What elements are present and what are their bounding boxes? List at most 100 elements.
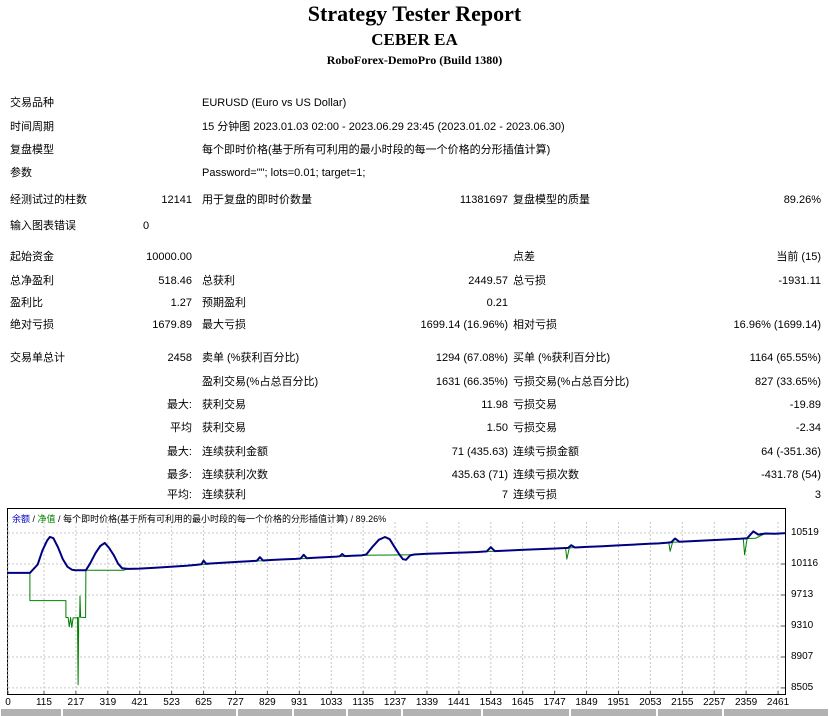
stat-value: 平均: [166, 489, 192, 501]
stat-label: 起始资金 [10, 251, 54, 263]
x-axis-label: 2257 [703, 697, 726, 708]
x-axis-label: 931 [290, 697, 308, 708]
x-axis-label: 1747 [543, 697, 566, 708]
legend-sep3: / [348, 514, 356, 524]
stat-label: 买单 (%获利百分比) [513, 352, 611, 364]
chart-legend: 余额 / 净值 / 每个即时价格(基于所有可利用的最小时段的每一个价格的分形插值… [12, 512, 386, 525]
stat-value: 最大: [166, 446, 192, 458]
stat-value: 3 [814, 489, 821, 501]
x-axis-label: 727 [227, 697, 244, 708]
x-axis-label: 523 [163, 697, 180, 708]
x-axis-label: 2461 [766, 697, 790, 708]
stat-value: 89.26% [783, 194, 821, 206]
stat-value: 2449.57 [468, 275, 508, 287]
legend-equity: 净值 [37, 514, 56, 524]
table-header-segment [348, 709, 401, 716]
table-header-segment [238, 709, 292, 716]
stat-label: 亏损交易 [513, 422, 557, 434]
stat-label: 亏损交易 [513, 399, 557, 411]
stat-label: 绝对亏损 [10, 319, 54, 331]
stat-label: 相对亏损 [513, 319, 557, 331]
x-axis-label: 2053 [639, 697, 662, 708]
server-build: RoboForex-DemoPro (Build 1380) [326, 53, 503, 67]
legend-sep1: / [30, 514, 38, 524]
x-axis-label: 1237 [383, 697, 407, 708]
stat-label: 连续获利 [202, 489, 246, 501]
x-axis-label: 1645 [511, 697, 534, 708]
stat-value: -2.34 [795, 422, 821, 434]
y-axis-label: 8505 [791, 681, 814, 693]
stat-value: 1164 (65.55%) [749, 352, 821, 364]
table-header-segment [571, 709, 656, 716]
stat-label: 点差 [513, 251, 535, 263]
next-table-header-strip [1, 709, 829, 716]
page-title: Strategy Tester Report [307, 1, 522, 26]
stat-value: 0 [143, 220, 150, 232]
stat-label: Password=""; lots=0.01; target=1; [202, 167, 366, 179]
stat-label: 交易单总计 [10, 352, 65, 364]
stat-label: 盈利比 [10, 297, 43, 309]
stat-label: 用于复盘的即时价数量 [202, 194, 312, 206]
stat-value: 0.21 [486, 297, 508, 309]
x-axis-label: 217 [67, 697, 85, 708]
stat-label: 复盘模型的质量 [513, 194, 590, 206]
stat-value: 10000.00 [146, 251, 192, 263]
stat-label: 复盘模型 [10, 144, 54, 156]
stat-label: 连续亏损次数 [513, 469, 579, 481]
stat-value: 1294 (67.08%) [435, 352, 508, 364]
stat-label: 每个即时价格(基于所有可利用的最小时段的每一个价格的分形插值计算) [202, 144, 551, 156]
x-axis-label: 625 [195, 697, 212, 708]
equity-line [8, 532, 786, 686]
stat-label: 获利交易 [202, 422, 246, 434]
stat-label: 预期盈利 [202, 297, 246, 309]
y-axis-label: 9713 [791, 589, 814, 600]
stat-value: 7 [501, 489, 508, 501]
stat-value: 64 (-351.36) [761, 446, 821, 458]
stat-label: 盈利交易(%占总百分比) [202, 376, 319, 388]
table-header-segment [1, 709, 61, 716]
table-header-segment [403, 709, 481, 716]
stat-value: 1.27 [170, 297, 192, 309]
legend-balance: 余额 [12, 514, 31, 524]
stat-value: 最大: [166, 399, 192, 411]
stat-label: 参数 [10, 167, 32, 179]
stat-label: EURUSD (Euro vs US Dollar) [202, 97, 347, 109]
table-header-segment [63, 709, 236, 716]
stat-value: 518.46 [158, 275, 192, 287]
stat-label: 亏损交易(%占总百分比) [513, 376, 630, 388]
table-header-segment [724, 709, 828, 716]
stat-value: 1699.14 (16.96%) [420, 319, 508, 331]
x-axis-label: 1849 [575, 697, 598, 708]
ea-name: CEBER EA [371, 30, 458, 49]
stat-value: 平均 [170, 422, 192, 434]
stat-label: 经测试过的柱数 [10, 194, 87, 206]
stat-value: 1631 (66.35%) [435, 376, 508, 388]
x-axis-label: 829 [259, 697, 276, 708]
report-chart [7, 508, 786, 695]
x-axis-label: 1543 [479, 697, 502, 708]
stat-label: 时间周期 [10, 121, 54, 133]
y-axis-label: 8907 [791, 651, 814, 662]
y-axis-label: 9310 [791, 620, 814, 631]
stat-value: 12141 [161, 194, 192, 206]
stat-value: 1679.89 [152, 319, 192, 331]
x-axis-label: 319 [99, 697, 117, 708]
stat-label: 总亏损 [513, 275, 546, 287]
stat-value: 71 (435.63) [451, 446, 508, 458]
x-axis-label: 1135 [352, 697, 374, 708]
x-axis-label: 2155 [671, 697, 694, 708]
stat-value: -431.78 (54) [761, 469, 821, 481]
x-axis-label: 2359 [735, 697, 758, 708]
stat-label: 连续获利次数 [202, 469, 268, 481]
stat-value: 最多: [166, 469, 192, 481]
x-axis-label: 115 [35, 697, 52, 708]
stat-label: 总净盈利 [10, 275, 54, 287]
stat-label: 连续获利金额 [202, 446, 268, 458]
stat-value: 435.63 (71) [451, 469, 508, 481]
stat-label: 总获利 [202, 275, 235, 287]
legend-model: 每个即时价格(基于所有可利用的最小时段的每一个价格的分形插值计算) [63, 514, 349, 524]
x-axis-label: 421 [131, 697, 149, 708]
stat-value: 11381697 [459, 194, 508, 206]
stat-label: 交易品种 [10, 97, 54, 109]
